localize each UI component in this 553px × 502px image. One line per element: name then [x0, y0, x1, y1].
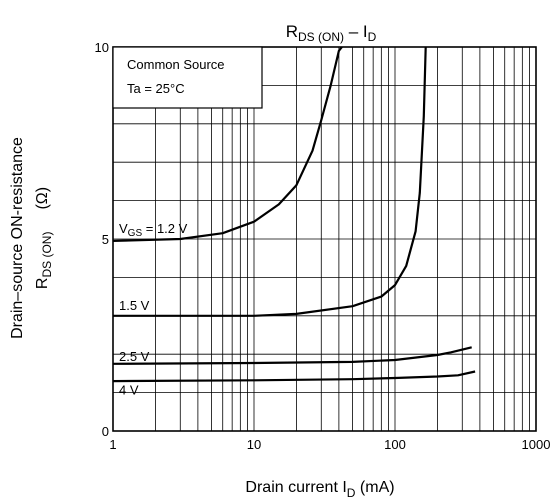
series-line-0: [112, 46, 343, 242]
series-label-3: 4 V: [119, 383, 139, 398]
y-tick-label: 5: [102, 232, 109, 247]
grid: [113, 47, 536, 431]
y-axis-label-line1: Drain–source ON-resistance: [9, 137, 26, 339]
legend-box: Common Source Ta = 25°C: [112, 46, 263, 109]
x-axis-label: Drain current ID (mA): [245, 479, 394, 500]
x-tick-label: 10: [247, 437, 261, 452]
y-axis-label-line2: RDS (ON)(Ω): [34, 187, 54, 289]
series-label-0: VGS = 1.2 V: [119, 221, 188, 239]
series-lines: [112, 46, 476, 383]
legend-common-source: Common Source: [127, 57, 225, 72]
x-tick-label: 1: [109, 437, 116, 452]
legend-rect: [112, 46, 263, 109]
series-line-1: [113, 46, 427, 317]
series-labels: VGS = 1.2 V 1.5 V 2.5 V 4 V: [119, 221, 188, 397]
axis-ticks: 1 10 100 1000 0 5 10: [95, 40, 551, 452]
series-label-2: 2.5 V: [119, 349, 150, 364]
plot-frame: [112, 46, 537, 432]
series-line-2: [112, 346, 472, 365]
chart-title: RDS (ON) – ID: [286, 22, 377, 44]
y-tick-label: 10: [95, 40, 109, 55]
x-tick-label: 1000: [522, 437, 551, 452]
series-label-1: 1.5 V: [119, 298, 150, 313]
series-line-3: [112, 370, 476, 383]
x-tick-label: 100: [384, 437, 406, 452]
y-tick-label: 0: [102, 424, 109, 439]
legend-temperature: Ta = 25°C: [127, 81, 185, 96]
